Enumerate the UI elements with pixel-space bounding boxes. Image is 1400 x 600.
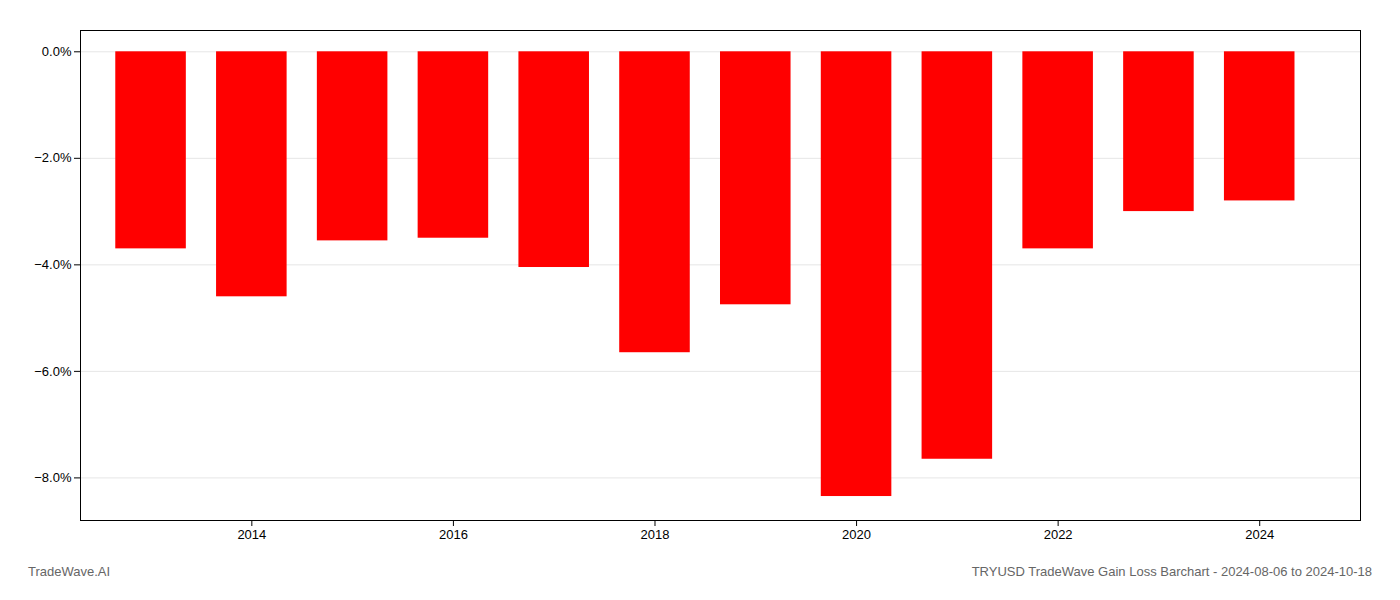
html-text:TRYUSD TradeWave Gain Loss Bar: TRYUSD TradeWave Gain Loss Barchart - 20… [971,564,1372,579]
html-text:TradeWave.AI: TradeWave.AI [28,564,111,579]
svg-text:2018: 2018 [641,527,670,542]
svg-text:−4.0%: −4.0% [34,257,72,272]
svg-text:2024: 2024 [1245,527,1274,542]
svg-text:−8.0%: −8.0% [34,470,72,485]
svg-text:2016: 2016 [439,527,468,542]
svg-text:−2.0%: −2.0% [34,150,72,165]
svg-text:2020: 2020 [842,527,871,542]
svg-text:2014: 2014 [237,527,266,542]
svg-text:−6.0%: −6.0% [34,364,72,379]
svg-text:2022: 2022 [1044,527,1073,542]
svg-text:0.0%: 0.0% [42,44,72,59]
